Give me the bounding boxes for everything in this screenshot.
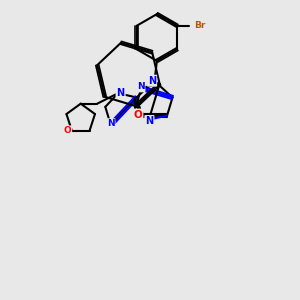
Text: O: O bbox=[64, 126, 71, 135]
Text: Br: Br bbox=[194, 21, 206, 30]
Text: N: N bbox=[145, 116, 154, 126]
Text: N: N bbox=[116, 88, 125, 98]
Text: O: O bbox=[134, 110, 142, 120]
Text: N: N bbox=[107, 119, 115, 128]
Text: N: N bbox=[137, 82, 145, 91]
Text: N: N bbox=[148, 76, 156, 86]
